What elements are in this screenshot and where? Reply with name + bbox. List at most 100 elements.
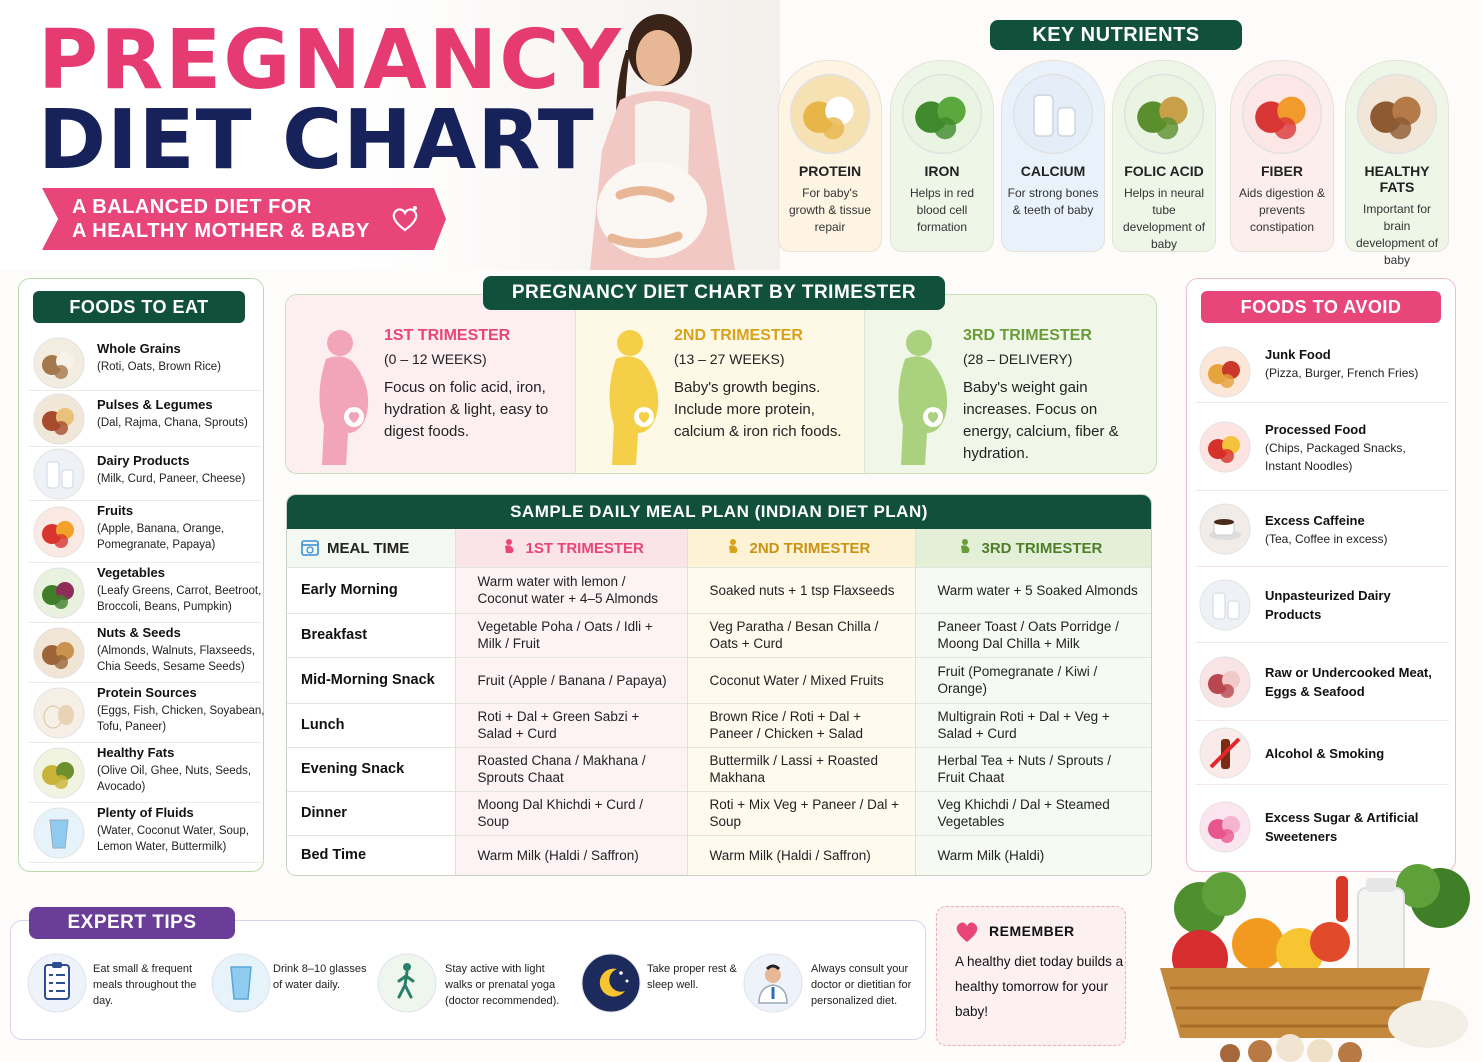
nutrient-card: FIBER Aids digestion & prevents constipa… xyxy=(1230,60,1334,252)
nutrient-card: PROTEIN For baby's growth & tissue repai… xyxy=(778,60,882,252)
clipboard-checklist-icon xyxy=(27,953,87,1013)
subtitle-ribbon: A BALANCED DIET FOR A HEALTHY MOTHER & B… xyxy=(42,188,446,250)
trimester-weeks: (13 – 27 WEEKS) xyxy=(674,351,785,367)
trimester-weeks: (28 – DELIVERY) xyxy=(963,351,1073,367)
nutrient-name: HEALTHY FATS xyxy=(1364,163,1430,195)
vegetables-icon xyxy=(33,567,85,619)
food-desc: (Olive Oil, Ghee, Nuts, Seeds, Avocado) xyxy=(97,765,252,793)
header-banner: PREGNANCY DIET CHART A BALANCED DIET FOR… xyxy=(0,0,780,270)
foods-to-avoid-panel: FOODS TO AVOID Junk Food (Pizza, Burger,… xyxy=(1186,278,1456,872)
title-line-2: DIET CHART xyxy=(38,93,595,188)
food-name: Healthy Fats xyxy=(97,745,175,760)
trimester-2-cell: Soaked nuts + 1 tsp Flaxseeds xyxy=(687,566,916,613)
nutrient-name: FIBER xyxy=(1261,163,1303,179)
food-to-avoid-item: Alcohol & Smoking xyxy=(1195,721,1449,785)
remember-text: A healthy diet today builds a healthy to… xyxy=(955,954,1124,1019)
foods-to-avoid-title: FOODS TO AVOID xyxy=(1201,291,1441,323)
avoid-desc: (Chips, Packaged Snacks, Instant Noodles… xyxy=(1265,440,1406,473)
avoid-name: Excess Caffeine xyxy=(1265,512,1365,528)
food-to-avoid-item: Processed Food (Chips, Packaged Snacks, … xyxy=(1195,403,1449,491)
trimester-3-cell: Veg Khichdi / Dal + Steamed Vegetables xyxy=(915,790,1151,835)
pregnant-woman-icon xyxy=(504,539,513,554)
food-name: Fruits xyxy=(97,503,134,518)
meal-time-cell: Lunch xyxy=(287,702,456,747)
table-row: Early Morning Warm water with lemon / Co… xyxy=(287,566,1151,613)
table-row: Evening Snack Roasted Chana / Makhana / … xyxy=(287,746,1151,791)
trimester-section-title: PREGNANCY DIET CHART BY TRIMESTER xyxy=(483,276,945,310)
meal-time-cell: Evening Snack xyxy=(287,746,456,791)
trimester-1-cell: Warm water with lemon / Coconut water + … xyxy=(455,566,688,613)
meal-time-cell: Bed Time xyxy=(287,834,456,875)
pregnant-woman-icon xyxy=(728,539,737,554)
fruit-basket-icon xyxy=(33,506,85,558)
food-name: Whole Grains xyxy=(97,341,181,356)
food-name: Dairy Products xyxy=(97,453,190,468)
meal-time-cell: Breakfast xyxy=(287,612,456,657)
food-to-eat-item: Pulses & Legumes (Dal, Rajma, Chana, Spr… xyxy=(29,391,261,447)
nutrient-desc: For strong bones & teeth of baby xyxy=(1007,186,1099,217)
nutrient-desc: Helps in neural tube development of baby xyxy=(1122,186,1206,251)
pregnant-woman-icon xyxy=(960,539,969,554)
nuts-seeds-icon xyxy=(33,627,85,679)
trimester-desc: Baby's weight gain increases. Focus on e… xyxy=(963,379,1119,462)
title-line-1: PREGNANCY xyxy=(38,13,623,108)
nuts-icon xyxy=(1356,73,1438,155)
chips-icon xyxy=(1199,421,1251,473)
pizza-icon xyxy=(1199,346,1251,398)
remember-box: REMEMBER A healthy diet today builds a h… xyxy=(936,906,1126,1046)
trimester-3-cell: Paneer Toast / Oats Porridge / Moong Dal… xyxy=(915,612,1151,657)
avoid-name: Excess Sugar & Artificial Sweeteners xyxy=(1265,810,1419,844)
table-row: Dinner Moong Dal Khichdi + Curd / Soup R… xyxy=(287,790,1151,835)
trimester-name: 3RD TRIMESTER xyxy=(963,327,1092,344)
fruits-icon xyxy=(1241,73,1323,155)
meal-plan-title: SAMPLE DAILY MEAL PLAN (INDIAN DIET PLAN… xyxy=(287,495,1151,529)
trimester-name: 2ND TRIMESTER xyxy=(674,327,803,344)
food-to-avoid-item: Excess Sugar & Artificial Sweeteners xyxy=(1195,785,1449,869)
trimester-3-cell: Fruit (Pomegranate / Kiwi / Orange) xyxy=(915,656,1151,703)
milk-icon xyxy=(1012,73,1094,155)
table-row: Bed Time Warm Milk (Haldi / Saffron) War… xyxy=(287,834,1151,875)
table-row: Breakfast Vegetable Poha / Oats / Idli +… xyxy=(287,612,1151,657)
food-name: Plenty of Fluids xyxy=(97,805,194,820)
remember-title: REMEMBER xyxy=(989,923,1075,939)
trimester-2-cell: Coconut Water / Mixed Fruits xyxy=(687,656,916,703)
food-name: Vegetables xyxy=(97,565,165,580)
food-to-avoid-item: Unpasteurized Dairy Products xyxy=(1195,567,1449,643)
meal-time-cell: Mid-Morning Snack xyxy=(287,656,456,703)
trimester-2-cell: Brown Rice / Roti + Dal + Paneer / Chick… xyxy=(687,702,916,747)
food-name: Protein Sources xyxy=(97,685,197,700)
trimester-1-cell: Roti + Dal + Green Sabzi + Salad + Curd xyxy=(455,702,688,747)
header-3rd-trimester: 3RD TRIMESTER xyxy=(915,529,1151,567)
milk-bottle-icon xyxy=(1199,579,1251,631)
trimester-column: 2ND TRIMESTER (13 – 27 WEEKS) Baby's gro… xyxy=(576,295,865,473)
protein-foods-icon xyxy=(789,73,871,155)
avoid-name: Raw or Undercooked Meat, Eggs & Seafood xyxy=(1265,665,1432,699)
avocado-greens-icon xyxy=(1123,73,1205,155)
trimester-3-cell: Multigrain Roti + Dal + Veg + Salad + Cu… xyxy=(915,702,1151,747)
heart-icon xyxy=(956,922,978,942)
trimester-1-cell: Warm Milk (Haldi / Saffron) xyxy=(455,834,688,875)
trimester-desc: Baby's growth begins. Include more prote… xyxy=(674,379,842,440)
heart-icon xyxy=(392,206,418,232)
header-1st-trimester: 1ST TRIMESTER xyxy=(455,529,688,567)
trimester-1-cell: Moong Dal Khichdi + Curd / Soup xyxy=(455,790,688,835)
meal-time-cell: Early Morning xyxy=(287,566,456,613)
trimester-1-cell: Fruit (Apple / Banana / Papaya) xyxy=(455,656,688,703)
food-desc: (Leafy Greens, Carrot, Beetroot, Broccol… xyxy=(97,585,262,613)
food-desc: (Eggs, Fish, Chicken, Soyabean, Tofu, Pa… xyxy=(97,705,265,733)
tip-text: Stay active with light walks or prenatal… xyxy=(445,963,560,1007)
food-to-eat-item: Nuts & Seeds (Almonds, Walnuts, Flaxseed… xyxy=(29,623,261,683)
nutrient-card: CALCIUM For strong bones & teeth of baby xyxy=(1001,60,1105,252)
moon-stars-icon xyxy=(581,953,641,1013)
avoid-desc: (Tea, Coffee in excess) xyxy=(1265,531,1388,546)
food-desc: (Dal, Rajma, Chana, Sprouts) xyxy=(97,417,248,429)
pulses-icon xyxy=(33,393,85,445)
trimester-3-cell: Warm Milk (Haldi) xyxy=(915,834,1151,875)
eggs-icon xyxy=(33,687,85,739)
food-to-eat-item: Plenty of Fluids (Water, Coconut Water, … xyxy=(29,803,261,863)
trimester-3-cell: Warm water + 5 Soaked Almonds xyxy=(915,566,1151,613)
trimester-1-cell: Vegetable Poha / Oats / Idli + Milk / Fr… xyxy=(455,612,688,657)
food-to-avoid-item: Excess Caffeine (Tea, Coffee in excess) xyxy=(1195,491,1449,567)
meal-plan-panel: SAMPLE DAILY MEAL PLAN (INDIAN DIET PLAN… xyxy=(286,494,1152,876)
food-to-eat-item: Healthy Fats (Olive Oil, Ghee, Nuts, See… xyxy=(29,743,261,803)
